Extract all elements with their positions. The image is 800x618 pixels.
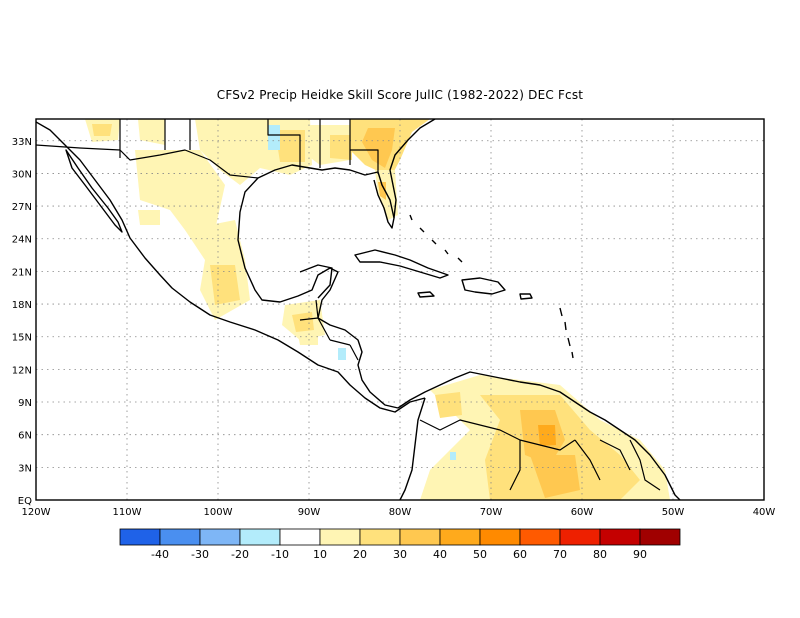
colorbar-tick-label: -10 — [271, 548, 289, 561]
shade-neg-sa — [450, 452, 456, 460]
lat-tick-label: 30N — [12, 169, 32, 180]
coast-hispaniola — [461, 277, 506, 295]
colorbar-swatch — [199, 528, 241, 546]
coast-florida — [373, 171, 395, 229]
colorbar-tick-label: 40 — [433, 548, 447, 561]
shade-az-core — [92, 124, 112, 136]
shade-neg-us — [268, 125, 280, 150]
colorbar-tick-label: -30 — [191, 548, 209, 561]
coast-central-caribbean — [317, 317, 399, 409]
lat-tick-label: 27N — [12, 202, 32, 213]
colorbar-swatch — [399, 528, 441, 546]
colorbar-swatch — [519, 528, 561, 546]
lat-tick-label: 3N — [18, 463, 32, 474]
skill-shading — [85, 119, 670, 500]
colorbar-tick-label: -20 — [231, 548, 249, 561]
coast-yucatan — [299, 264, 333, 299]
colorbar-swatch — [639, 528, 681, 546]
shade-sa-peak — [538, 425, 556, 446]
colorbar-swatch — [119, 528, 161, 546]
lat-tick-label: 15N — [12, 333, 32, 344]
colorbar-swatch — [559, 528, 601, 546]
colorbar-swatch — [599, 528, 641, 546]
colorbar-tick-label: 90 — [633, 548, 647, 561]
border-us-states — [119, 119, 379, 172]
colorbar-swatch — [159, 528, 201, 546]
latitude-labels: EQ 3N 6N 9N 12N 15N 18N 21N 24N 27N 30N 33N — [12, 137, 32, 507]
shade-se-us-core — [362, 128, 395, 168]
coast-sa-pacific — [399, 397, 426, 500]
lat-tick-label: 21N — [12, 267, 32, 278]
lat-tick-label: 12N — [12, 365, 32, 376]
lat-tick-label: 18N — [12, 300, 32, 311]
coast-cuba — [354, 249, 449, 279]
lon-tick-label: 90W — [298, 507, 321, 518]
colorbar-tick-label: -40 — [151, 548, 169, 561]
lon-tick-label: 110W — [113, 507, 142, 518]
colorbar-swatch — [479, 528, 521, 546]
longitude-labels: 120W 110W 100W 90W 80W 70W 60W 50W 40W — [22, 507, 776, 518]
shade-nm — [138, 119, 165, 145]
coast-gulf-mexico — [237, 177, 339, 319]
coast-sa — [397, 371, 681, 500]
lat-tick-label: 9N — [18, 398, 32, 409]
colorbar-swatch — [359, 528, 401, 546]
colorbar — [119, 528, 681, 546]
colorbar-swatch — [239, 528, 281, 546]
colorbar-swatch — [319, 528, 361, 546]
lon-tick-label: 100W — [204, 507, 233, 518]
colorbar-labels: -40 -30 -20 -10 10 20 30 40 50 60 70 80 90 — [151, 548, 647, 561]
colorbar-tick-label: 20 — [353, 548, 367, 561]
lat-tick-label: 6N — [18, 431, 32, 442]
colorbar-swatch — [279, 528, 321, 546]
border-central-america — [299, 299, 359, 361]
colorbar-tick-label: 70 — [553, 548, 567, 561]
shade-colombia — [435, 392, 462, 418]
lon-tick-label: 120W — [22, 507, 51, 518]
border-sa — [419, 419, 661, 491]
map-title: CFSv2 Precip Heidke Skill Score JulIC (1… — [216, 88, 584, 102]
shade-georgia — [330, 135, 352, 160]
colorbar-tick-label: 30 — [393, 548, 407, 561]
colorbar-swatch — [439, 528, 481, 546]
coast-us-gulf — [257, 164, 379, 179]
colorbar-tick-label: 10 — [313, 548, 327, 561]
lon-tick-label: 40W — [753, 507, 776, 518]
lat-tick-label: 33N — [12, 137, 32, 148]
colorbar-tick-label: 50 — [473, 548, 487, 561]
coast-baja — [65, 149, 123, 233]
lat-tick-label: EQ — [18, 496, 32, 507]
coast-pr — [519, 293, 533, 300]
plot-frame — [35, 118, 765, 501]
shade-baja — [138, 210, 160, 225]
lon-tick-label: 60W — [571, 507, 594, 518]
coast-bahamas — [409, 214, 463, 263]
lon-tick-label: 80W — [389, 507, 412, 518]
coast-us-atlantic — [389, 119, 436, 219]
shade-cuba-nw — [298, 335, 318, 345]
shade-florida-core — [378, 182, 386, 200]
shade-sa-core2 — [530, 455, 580, 498]
border-us-mexico — [36, 144, 259, 179]
lat-tick-label: 24N — [12, 235, 32, 246]
shade-neg-ca — [338, 348, 346, 360]
colorbar-tick-label: 80 — [593, 548, 607, 561]
shade-guatemala-core — [292, 312, 314, 332]
coast-antilles — [559, 307, 574, 359]
lon-tick-label: 50W — [662, 507, 685, 518]
coast-pacific — [36, 121, 426, 413]
coast-jamaica — [417, 291, 435, 298]
coastlines — [36, 119, 681, 500]
shade-mexico-core — [210, 265, 240, 305]
lon-tick-label: 70W — [480, 507, 503, 518]
shade-la — [275, 130, 305, 162]
colorbar-tick-label: 60 — [513, 548, 527, 561]
